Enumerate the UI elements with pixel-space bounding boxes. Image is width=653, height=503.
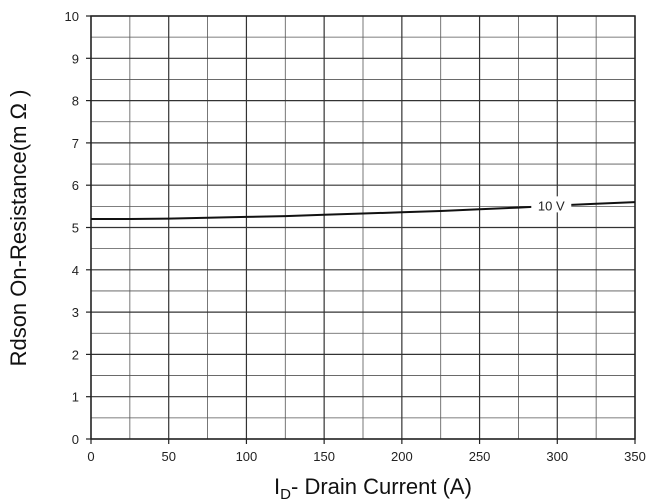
x-axis-title-subscript: D (280, 486, 291, 503)
x-tick-label: 0 (87, 449, 94, 464)
x-tick-label: 250 (469, 449, 491, 464)
x-axis-title-main: I (274, 474, 280, 499)
x-tick-label: 300 (546, 449, 568, 464)
y-tick-label: 3 (72, 305, 79, 320)
y-tick-label: 4 (72, 263, 79, 278)
y-tick-label: 9 (72, 51, 79, 66)
y-tick-label: 8 (72, 94, 79, 109)
y-axis-title: Rdson On-Resistance(m Ω ) (6, 90, 31, 367)
x-axis-title: ID- Drain Current (A) (274, 474, 472, 503)
x-tick-label: 150 (313, 449, 335, 464)
y-tick-label: 10 (65, 9, 79, 24)
x-tick-label: 200 (391, 449, 413, 464)
series-layer: 10 V (91, 196, 636, 220)
x-tick-label: 350 (624, 449, 646, 464)
y-tick-label: 1 (72, 390, 79, 405)
x-tick-label: 100 (236, 449, 258, 464)
y-tick-label: 2 (72, 347, 79, 362)
x-tick-label: 50 (161, 449, 175, 464)
series-label-background (531, 196, 572, 213)
y-tick-label: 6 (72, 178, 79, 193)
y-tick-label: 7 (72, 136, 79, 151)
y-tick-label: 5 (72, 221, 79, 236)
series-label-10v: 10 V (538, 198, 565, 213)
y-tick-label: 0 (72, 432, 79, 447)
x-axis-title-rest: - Drain Current (A) (291, 474, 472, 499)
x-axis-ticks: 0 50 100 150 200 250 300 350 (87, 439, 646, 464)
y-axis-ticks: 0 1 2 3 4 5 6 7 8 9 10 (65, 9, 91, 447)
